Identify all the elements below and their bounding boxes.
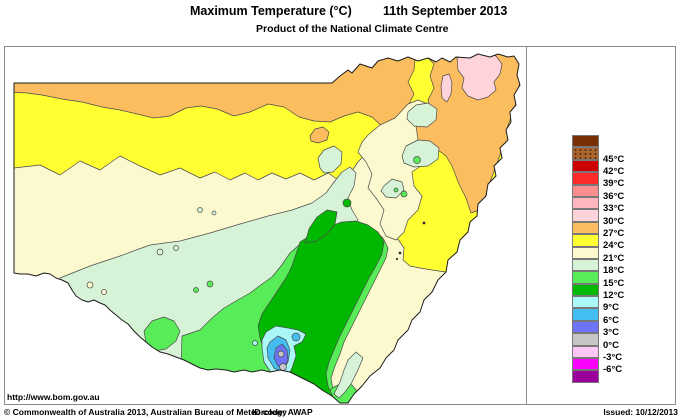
band-gray-peak <box>279 363 287 371</box>
legend-color-box <box>572 172 599 185</box>
band-green-tongue <box>304 209 338 244</box>
band-cream-dot <box>86 281 94 289</box>
band-pink-sliver <box>440 73 453 103</box>
legend-color-box <box>572 370 599 383</box>
legend-color-box <box>572 308 599 321</box>
legend-color-box <box>572 271 599 284</box>
legend-label: 45°C <box>603 153 625 165</box>
coast-town-speck <box>422 221 426 225</box>
band-skyblue-border <box>278 383 295 397</box>
legend-color-box <box>572 221 599 235</box>
id-code-text: ID code: AWAP <box>252 407 313 417</box>
band-palegreen-sliver-south <box>333 351 364 399</box>
band-skyblue-dot <box>291 332 301 342</box>
band-springgreen-dot <box>193 287 199 293</box>
band-palegreen-coast <box>380 178 405 199</box>
coast-town-speck <box>398 251 402 255</box>
legend-label: 24°C <box>603 240 625 252</box>
band-palegreen-blob3 <box>317 145 343 174</box>
legend-label: 36°C <box>603 190 625 202</box>
page-title: Maximum Temperature (°C) <box>190 4 352 18</box>
legend-color-box <box>572 320 599 334</box>
band-gray-peak <box>277 350 285 358</box>
band-palegreen-blob2 <box>401 139 440 168</box>
legend-divider <box>526 46 527 404</box>
legend-label: 15°C <box>603 277 625 289</box>
legend-label: 33°C <box>603 203 625 215</box>
legend-label: 9°C <box>603 302 619 314</box>
legend-label: 0°C <box>603 339 619 351</box>
legend-color-box <box>572 258 599 272</box>
band-springgreen-dot <box>393 187 399 193</box>
map-frame <box>4 46 676 405</box>
band-springgreen-dot <box>413 156 421 164</box>
issued-text: Issued: 10/12/2013 <box>603 407 678 417</box>
band-cream-newengland <box>357 99 429 241</box>
band-cream-dot <box>101 289 107 295</box>
legend-color-box <box>572 234 599 247</box>
band-palecyan-dot <box>252 340 258 346</box>
legend-label: 42°C <box>603 166 625 177</box>
legend-color-box <box>572 135 599 148</box>
legend-colorbar <box>572 135 599 383</box>
legend-label: 27°C <box>603 228 625 239</box>
legend-color-box <box>572 333 599 346</box>
band-green-dot <box>342 198 352 208</box>
nsw-state-outline <box>13 53 521 404</box>
coast-town-speck <box>395 257 399 261</box>
band-palegreen-dot <box>173 245 179 251</box>
legend-label: 6°C <box>603 314 619 326</box>
legend-label: 30°C <box>603 215 625 227</box>
legend-color-box <box>572 159 599 173</box>
page-subtitle: Product of the National Climate Centre <box>256 23 449 35</box>
legend-color-box <box>572 184 599 197</box>
legend-color-box <box>572 283 599 297</box>
band-pink-northeast <box>456 54 503 101</box>
legend-color-box <box>572 345 599 359</box>
band-palegreen-dot <box>156 248 164 256</box>
legend-label: -6°C <box>603 364 623 376</box>
legend-label: 3°C <box>603 327 619 339</box>
legend-color-box <box>572 358 599 371</box>
band-springgreen-dot <box>400 190 408 198</box>
band-orange-spot <box>309 126 330 144</box>
legend-color-box <box>572 196 599 210</box>
legend-label: 21°C <box>603 252 625 264</box>
legend-label: 39°C <box>603 178 625 190</box>
copyright-text: © Commonwealth of Australia 2013, Austra… <box>4 407 287 417</box>
map-date: 11th September 2013 <box>383 4 508 18</box>
legend-label: 12°C <box>603 290 625 301</box>
band-palegreen-dot <box>211 210 217 216</box>
band-palegreen-dot <box>197 207 203 213</box>
band-palegreen-blob1 <box>406 102 438 128</box>
legend-label: 18°C <box>603 265 625 277</box>
legend-color-box <box>572 209 599 222</box>
band-springgreen-dot <box>206 280 214 288</box>
legend-color-box <box>572 296 599 309</box>
legend-color-box <box>572 246 599 259</box>
legend-label: -3°C <box>603 352 623 363</box>
bom-url-label: http://www.bom.gov.au <box>7 392 100 402</box>
legend-color-box <box>572 147 599 160</box>
